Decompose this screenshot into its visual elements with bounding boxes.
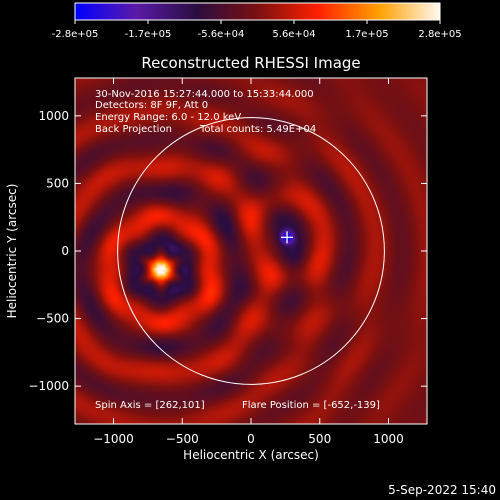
total-counts-text: Total counts: 5.49E+04: [199, 124, 316, 135]
colorbar-tick-label: 1.7e+05: [345, 29, 388, 40]
y-tick-label: 1000: [38, 109, 69, 123]
annotations: 30-Nov-2016 15:27:44.000 to 15:33:44.000…: [95, 89, 380, 411]
x-axis-label: Heliocentric X (arcsec): [183, 448, 319, 462]
x-tick-label: 0: [247, 432, 255, 446]
y-tick-label: −500: [36, 312, 69, 326]
x-tick-label: −1000: [93, 432, 134, 446]
colorbar: [74, 2, 441, 21]
chart-title: Reconstructed RHESSI Image: [141, 54, 360, 72]
y-tick-label: 500: [46, 176, 69, 190]
colorbar-ticks: -2.8e+05 -1.7e+05 -5.6e+04 5.6e+04 1.7e+05 2.…: [52, 20, 462, 40]
colorbar-tick-label: -1.7e+05: [125, 29, 172, 40]
y-tick-label: 0: [61, 244, 69, 258]
x-tick-label: 1000: [373, 432, 404, 446]
y-tick-label: −1000: [28, 379, 69, 393]
x-tick-label: −500: [166, 432, 199, 446]
colorbar-tick-label: -2.8e+05: [52, 29, 99, 40]
y-axis-label: Heliocentric Y (arcsec): [5, 184, 19, 319]
spin-axis-marker: [281, 231, 294, 244]
time-range-text: 30-Nov-2016 15:27:44.000 to 15:33:44.000: [95, 89, 314, 100]
colorbar-tick-label: 2.8e+05: [418, 29, 461, 40]
detectors-text: Detectors: 8F 9F, Att 0: [95, 100, 208, 111]
x-axis-ticks: −1000 −500 0 500 1000: [93, 78, 404, 446]
energy-range-text: Energy Range: 6.0 - 12.0 keV: [95, 112, 241, 123]
x-tick-label: 500: [308, 432, 331, 446]
method-text: Back Projection: [95, 124, 172, 135]
solar-limb-circle: [117, 117, 385, 385]
flare-position-text: Flare Position = [-652,-139]: [242, 400, 380, 411]
colorbar-tick-label: -5.6e+04: [198, 29, 245, 40]
colorbar-tick-label: 5.6e+04: [272, 29, 315, 40]
heatmap-image: [75, 78, 427, 424]
y-axis-ticks: −1000 −500 0 500 1000: [28, 109, 427, 393]
footer-date: 5-Sep-2022 15:40: [388, 483, 496, 497]
spin-axis-text: Spin Axis = [262,101]: [95, 400, 205, 411]
